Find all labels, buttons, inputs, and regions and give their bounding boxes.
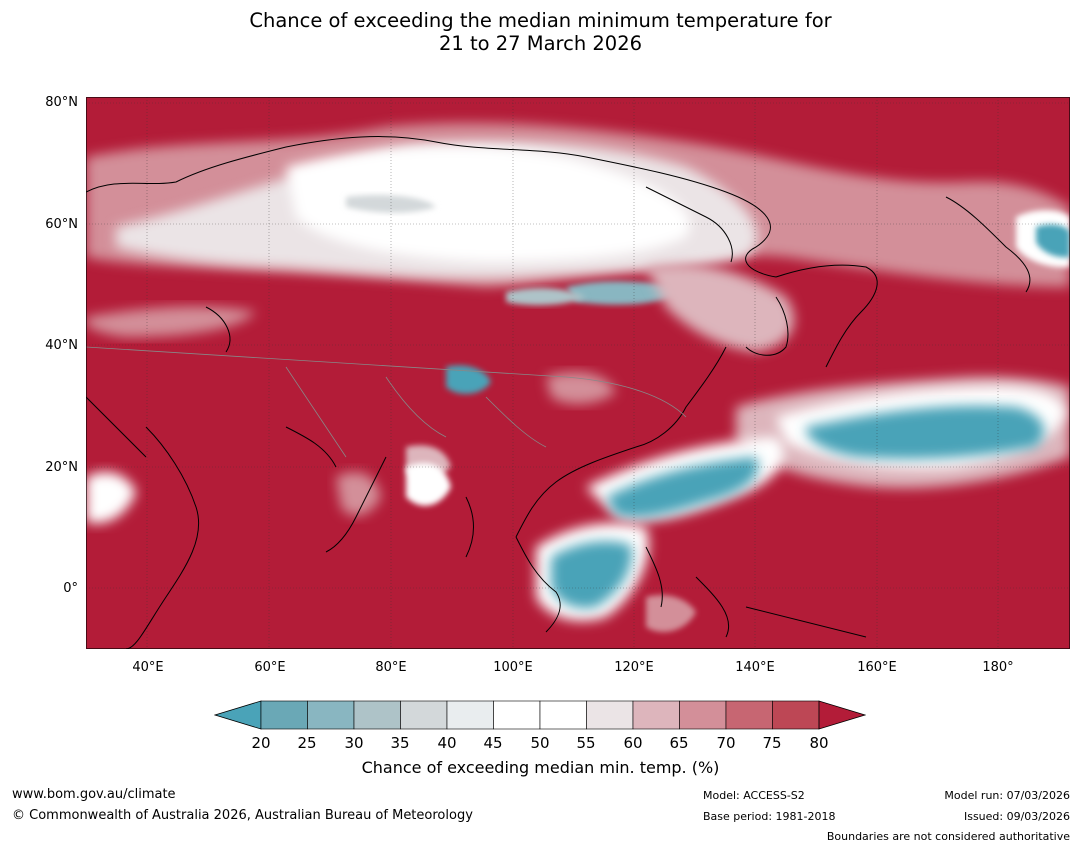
colorbar <box>214 700 866 730</box>
colorbar-segment <box>260 700 308 730</box>
probability-map[interactable] <box>86 97 1070 649</box>
graticule <box>86 97 1070 649</box>
lon-label-140e: 140°E <box>735 660 775 675</box>
map-frame <box>86 97 1070 649</box>
lon-label-80e: 80°E <box>375 660 407 675</box>
disclaimer-text: Boundaries are not considered authoritat… <box>826 830 1070 843</box>
colorbar-tick-label: 65 <box>669 734 689 752</box>
model-run-text: Model run: 07/03/2026 <box>944 789 1070 802</box>
copyright-text: © Commonwealth of Australia 2026, Austra… <box>12 808 473 823</box>
region-south-asia-light <box>406 463 451 506</box>
lat-label-20n: 20°N <box>45 460 78 475</box>
lon-label-160e: 160°E <box>857 660 897 675</box>
colorbar-segment <box>307 700 355 730</box>
colorbar-title: Chance of exceeding median min. temp. (%… <box>361 758 720 777</box>
base-period-text: Base period: 1981-2018 <box>703 810 836 823</box>
model-text: Model: ACCESS-S2 <box>703 789 805 802</box>
colorbar-tick-label: 25 <box>297 734 317 752</box>
colorbar-tick-label: 30 <box>344 734 364 752</box>
region-northern-russia <box>86 122 1070 306</box>
lon-label-60e: 60°E <box>254 660 286 675</box>
colorbar-segment <box>772 700 820 730</box>
colorbar-tick-label: 70 <box>716 734 736 752</box>
colorbar-segment <box>446 700 494 730</box>
lat-label-80n: 80°N <box>45 95 78 110</box>
website-link[interactable]: www.bom.gov.au/climate <box>12 787 176 802</box>
country-boundaries <box>86 346 687 458</box>
lat-label-60n: 60°N <box>45 217 78 232</box>
colorbar-segment <box>493 700 541 730</box>
region-pacific-cool-band <box>536 376 1070 632</box>
lon-label-40e: 40°E <box>132 660 164 675</box>
issued-text: Issued: 09/03/2026 <box>963 810 1070 823</box>
coastlines <box>86 136 1031 649</box>
colorbar-tick-label: 50 <box>530 734 550 752</box>
colorbar-tick-label: 55 <box>576 734 596 752</box>
colorbar-segment <box>353 700 401 730</box>
lat-label-0: 0° <box>63 581 78 596</box>
colorbar-segment <box>679 700 727 730</box>
colorbar-segment <box>725 700 773 730</box>
lon-label-180: 180° <box>982 660 1014 675</box>
colorbar-tick-label: 40 <box>437 734 457 752</box>
colorbar-extend-high <box>818 700 866 730</box>
title-line-1: Chance of exceeding the median minimum t… <box>249 9 832 32</box>
colorbar-tick-label: 80 <box>809 734 829 752</box>
colorbar-segment <box>632 700 680 730</box>
colorbar-tick-label: 20 <box>251 734 271 752</box>
colorbar-extend-low <box>214 700 262 730</box>
colorbar-tick-label: 75 <box>762 734 782 752</box>
colorbar-tick-label: 45 <box>483 734 503 752</box>
lon-label-100e: 100°E <box>493 660 533 675</box>
colorbar-segment <box>400 700 448 730</box>
colorbar-segment <box>539 700 587 730</box>
colorbar-segment <box>586 700 634 730</box>
region-mid-latitudes <box>86 263 795 524</box>
map-title: Chance of exceeding the median minimum t… <box>0 9 1081 55</box>
colorbar-tick-label: 60 <box>623 734 643 752</box>
lat-label-40n: 40°N <box>45 338 78 353</box>
title-line-2: 21 to 27 March 2026 <box>438 32 643 55</box>
colorbar-tick-label: 35 <box>390 734 410 752</box>
lon-label-120e: 120°E <box>614 660 654 675</box>
